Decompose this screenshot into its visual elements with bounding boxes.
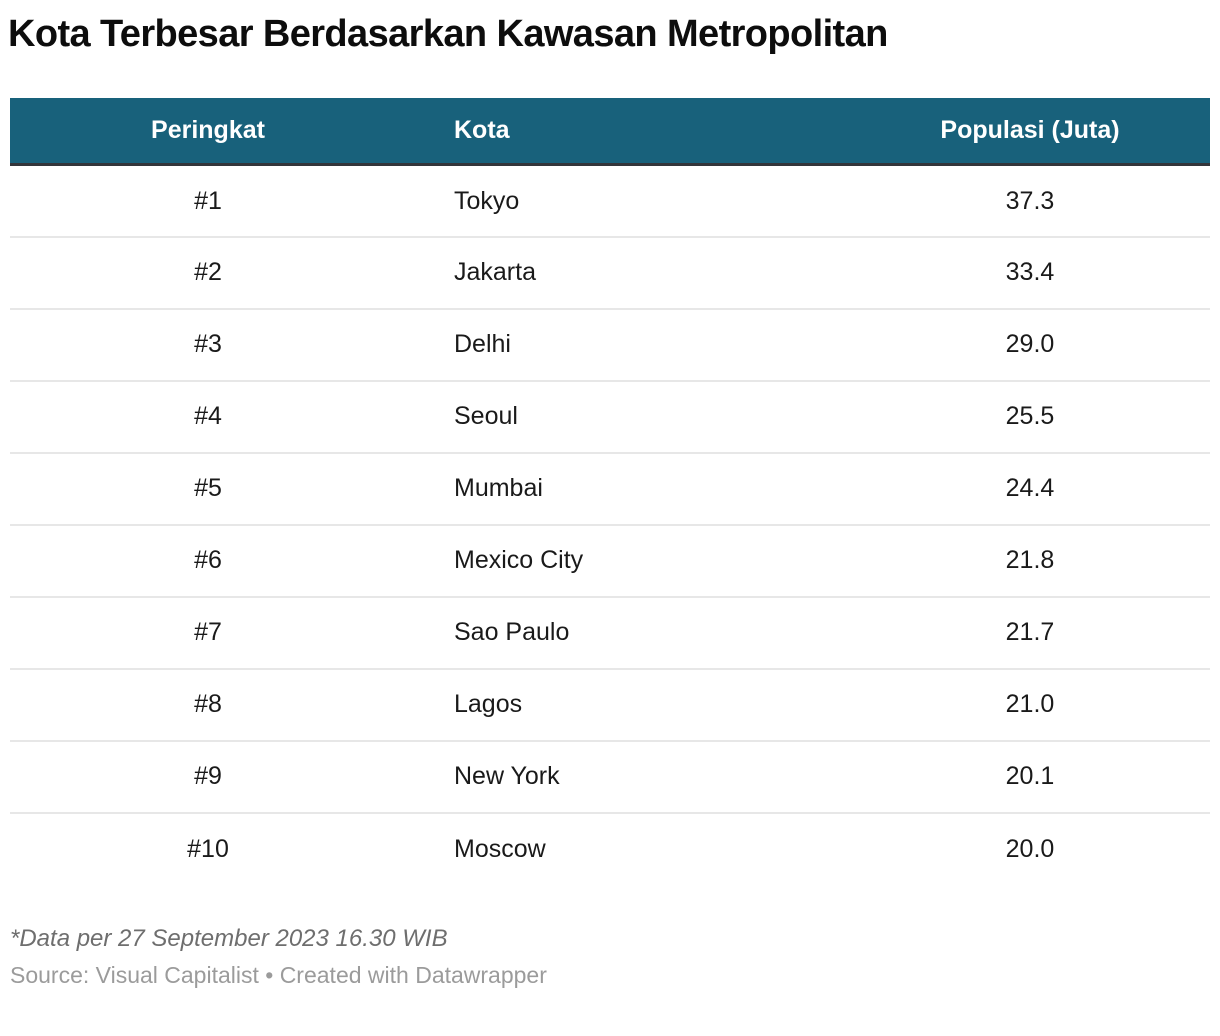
table-row: #10 Moscow 20.0 (10, 813, 1210, 885)
city-cell: Delhi (406, 308, 850, 382)
table-row: #5 Mumbai 24.4 (10, 452, 1210, 526)
table-row: #7 Sao Paulo 21.7 (10, 596, 1210, 670)
table-row: #2 Jakarta 33.4 (10, 236, 1210, 310)
rank-cell: #9 (10, 740, 406, 814)
population-cell: 37.3 (850, 164, 1210, 238)
metro-population-table: Peringkat Kota Populasi (Juta) #1 Tokyo 37… (10, 97, 1210, 885)
city-cell: Mexico City (406, 524, 850, 598)
rank-cell: #2 (10, 236, 406, 310)
table-row: #6 Mexico City 21.8 (10, 524, 1210, 598)
city-cell: Mumbai (406, 452, 850, 526)
table-row: #3 Delhi 29.0 (10, 308, 1210, 382)
table-row: #8 Lagos 21.0 (10, 668, 1210, 742)
table-header: Peringkat Kota Populasi (Juta) (10, 97, 1210, 167)
rank-cell: #1 (10, 164, 406, 238)
data-footnote: *Data per 27 September 2023 16.30 WIB (10, 924, 448, 952)
city-cell: Moscow (454, 834, 546, 863)
city-cell: Sao Paulo (406, 596, 850, 670)
population-cell: 24.4 (850, 452, 1210, 526)
datawrapper-table-page: Kota Terbesar Berdasarkan Kawasan Metrop… (0, 13, 1220, 989)
rank-cell: #10 (187, 834, 229, 863)
population-cell: 25.5 (850, 380, 1210, 454)
source-attribution: Source: Visual Capitalist • Created with… (10, 961, 547, 988)
column-header-kota: Kota (406, 97, 850, 167)
population-cell: 21.8 (850, 524, 1210, 598)
population-cell: 20.1 (850, 740, 1210, 814)
column-header-populasi: Populasi (Juta) (850, 97, 1210, 167)
table-body: #1 Tokyo 37.3 #2 Jakarta 33.4 #3 Delhi 29.0 #4 Seo… (10, 164, 1210, 885)
rank-cell: #3 (10, 308, 406, 382)
rank-cell: #5 (10, 452, 406, 526)
population-cell: 29.0 (850, 308, 1210, 382)
population-cell: 21.0 (850, 668, 1210, 742)
page-title: Kota Terbesar Berdasarkan Kawasan Metrop… (8, 13, 888, 55)
table-row: #1 Tokyo 37.3 (10, 164, 1210, 238)
table-row: #9 New York 20.1 (10, 740, 1210, 814)
city-cell: Lagos (406, 668, 850, 742)
rank-cell: #7 (10, 596, 406, 670)
header-row: Peringkat Kota Populasi (Juta) (10, 97, 1210, 167)
population-cell: 21.7 (850, 596, 1210, 670)
city-cell: Jakarta (406, 236, 850, 310)
city-cell: Tokyo (406, 164, 850, 238)
rank-cell: #4 (10, 380, 406, 454)
population-cell: 33.4 (850, 236, 1210, 310)
rank-cell: #6 (10, 524, 406, 598)
column-header-peringkat: Peringkat (10, 97, 406, 167)
city-cell: New York (406, 740, 850, 814)
rank-cell: #8 (10, 668, 406, 742)
city-cell: Seoul (406, 380, 850, 454)
population-cell: 20.0 (1005, 834, 1055, 863)
table-row: #4 Seoul 25.5 (10, 380, 1210, 454)
